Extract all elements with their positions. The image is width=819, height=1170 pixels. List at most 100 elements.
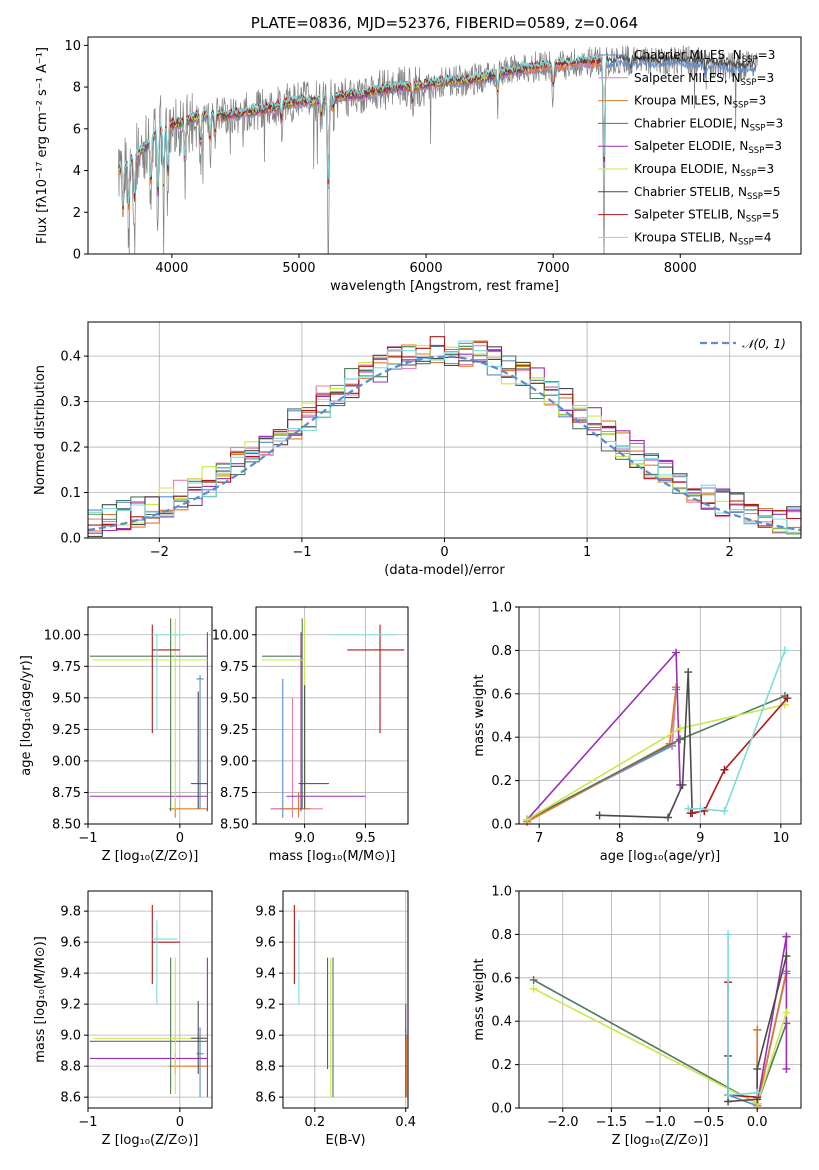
y-tick-label: 0.0: [491, 818, 512, 833]
x-axis-label: Z [log₁₀(Z/Z⊙)]: [612, 1133, 709, 1148]
legend-entry: Chabrier ELODIE, NSSP=3: [634, 116, 783, 133]
y-tick-label: 9.6: [255, 936, 276, 951]
x-axis-label: Z [log₁₀(Z/Z⊙)]: [102, 1133, 199, 1148]
weight-marker: [782, 952, 791, 961]
y-tick-label: 0.3: [60, 395, 81, 410]
weight-vs-age-chart: 7 8 9 10 0.0 0.2 0.4 0.6 0.8 1.0 age [log₁₀(age/yr…: [472, 601, 802, 864]
y-tick-label: 0.4: [491, 1015, 512, 1030]
weight-marker: [780, 646, 789, 655]
residuals-chart: −2 −1 0 1 2 0.0 0.1 0.2 0.3 0.4 (data-model)/error…: [33, 321, 802, 578]
y-tick-label: 9.50: [52, 691, 81, 706]
y-tick-label: 0.6: [491, 971, 512, 986]
y-tick-label: 0.2: [60, 441, 81, 456]
y-tick-label: 9.25: [52, 723, 81, 738]
axes-frame: [282, 890, 409, 1109]
y-tick-label: 0: [73, 248, 81, 263]
x-tick-label: −2: [150, 545, 169, 560]
weight-line-1: [526, 689, 677, 821]
x-tick-label: 5000: [282, 261, 315, 276]
weight-marker: [753, 1088, 762, 1097]
weight-marker: [753, 1064, 762, 1073]
y-tick-label: 1.0: [491, 601, 512, 616]
y-tick-label: 10.00: [44, 628, 81, 643]
y-tick-label: 9.2: [60, 998, 81, 1013]
x-tick-label: 4000: [155, 261, 188, 276]
y-tick-label: 0.8: [491, 928, 512, 943]
weight-line-5: [526, 650, 681, 821]
weight-marker: [676, 724, 685, 733]
legend-entry: Kroupa STELIB, NSSP=4: [634, 230, 772, 247]
normal-curve: [87, 355, 802, 532]
weight-marker: [700, 806, 709, 815]
x-axis-label: mass [log₁₀(M/M⊙)]: [269, 849, 396, 864]
legend-entry: Salpeter MILES, NSSP=3: [634, 71, 774, 88]
y-tick-label: 0.8: [491, 644, 512, 659]
x-tick-label: 0: [440, 545, 448, 560]
y-tick-label: 2: [73, 206, 81, 221]
y-tick-label: 9.50: [220, 691, 249, 706]
y-tick-label: 8.50: [52, 818, 81, 833]
x-axis-label: (data-model)/error: [384, 563, 505, 578]
spectrum-chart: 4000 5000 6000 7000 8000 0 2 4 6 8 10 wavelength [A…: [35, 14, 802, 294]
legend-entry: Chabrier MILES, NSSP=3: [634, 48, 775, 65]
x-tick-label: 7: [535, 831, 543, 846]
weight-marker: [782, 1064, 791, 1073]
weight-line-9: [727, 934, 758, 1096]
x-tick-label: −1: [78, 1115, 97, 1130]
x-tick-label: −1: [292, 545, 311, 560]
y-tick-label: 0.4: [60, 350, 81, 365]
weight-line-3: [756, 971, 788, 1106]
weight-marker: [529, 984, 538, 993]
axes-frame: [87, 890, 213, 1109]
age-vs-mass-chart: 9.0 9.5 8.50 8.75 9.00 9.25 9.50 9.75 10.00 mass …: [212, 606, 409, 864]
weight-marker: [783, 694, 792, 703]
weight-marker: [678, 780, 687, 789]
x-tick-label: 9: [696, 831, 704, 846]
y-tick-label: 8.8: [255, 1060, 276, 1075]
y-tick-label: 4: [73, 164, 81, 179]
legend-entry: Kroupa MILES, NSSP=3: [634, 94, 766, 111]
x-tick-label: 9.0: [294, 831, 315, 846]
histogram-9: [88, 340, 801, 537]
age-vs-z-chart: −1 0 8.50 8.75 9.00 9.25 9.50 9.75 10.00 Z [log₁₀…: [19, 606, 213, 864]
y-tick-label: 10: [64, 39, 81, 54]
legend-entry: Salpeter ELODIE, NSSP=3: [634, 139, 782, 156]
weight-marker: [672, 683, 681, 692]
y-axis-label: Flux [fλ10⁻¹⁷ erg cm⁻² s⁻¹ A⁻¹]: [35, 47, 50, 244]
y-tick-label: 8.6: [60, 1091, 81, 1106]
weight-vs-z-chart: −2.0 −1.5 −1.0 −0.5 0.0 0.0 0.2 0.4 0.6 0.8 1.0 Z […: [472, 885, 802, 1148]
weight-marker: [664, 813, 673, 822]
weight-marker: [724, 930, 733, 939]
y-tick-label: 0.1: [60, 486, 81, 501]
y-tick-label: 0.0: [491, 1102, 512, 1117]
x-tick-label: −1: [78, 831, 97, 846]
y-tick-label: 9.2: [255, 998, 276, 1013]
legend-entry: 𝒩(0, 1): [742, 337, 786, 351]
x-tick-label: 10: [773, 831, 790, 846]
x-tick-label: −1.5: [596, 1115, 628, 1130]
weight-marker: [529, 975, 538, 984]
weight-marker: [696, 804, 705, 813]
x-tick-label: 6000: [410, 261, 443, 276]
weight-marker: [720, 765, 729, 774]
weight-marker: [523, 815, 532, 824]
y-tick-label: 9.75: [52, 660, 81, 675]
weight-marker: [595, 811, 604, 820]
x-axis-label: wavelength [Angstrom, rest frame]: [330, 279, 559, 294]
x-tick-label: 0.2: [304, 1115, 325, 1130]
x-tick-label: −1.0: [644, 1115, 676, 1130]
axes-frame: [518, 606, 802, 825]
y-tick-label: 9.00: [220, 754, 249, 769]
weight-marker: [782, 1008, 791, 1017]
weight-line-9: [688, 650, 786, 812]
axes-frame: [87, 606, 213, 825]
x-tick-label: 8000: [664, 261, 697, 276]
y-tick-label: 9.8: [60, 905, 81, 920]
spectrum-legend: Chabrier MILES, NSSP=3 Salpeter MILES, NS…: [598, 48, 783, 247]
histogram-2: [88, 345, 801, 535]
legend-entry: Salpeter STELIB, NSSP=5: [634, 208, 779, 225]
y-tick-label: 9.0: [60, 1029, 81, 1044]
x-axis-label: age [log₁₀(age/yr)]: [600, 849, 721, 864]
weight-line-5: [756, 936, 788, 1104]
